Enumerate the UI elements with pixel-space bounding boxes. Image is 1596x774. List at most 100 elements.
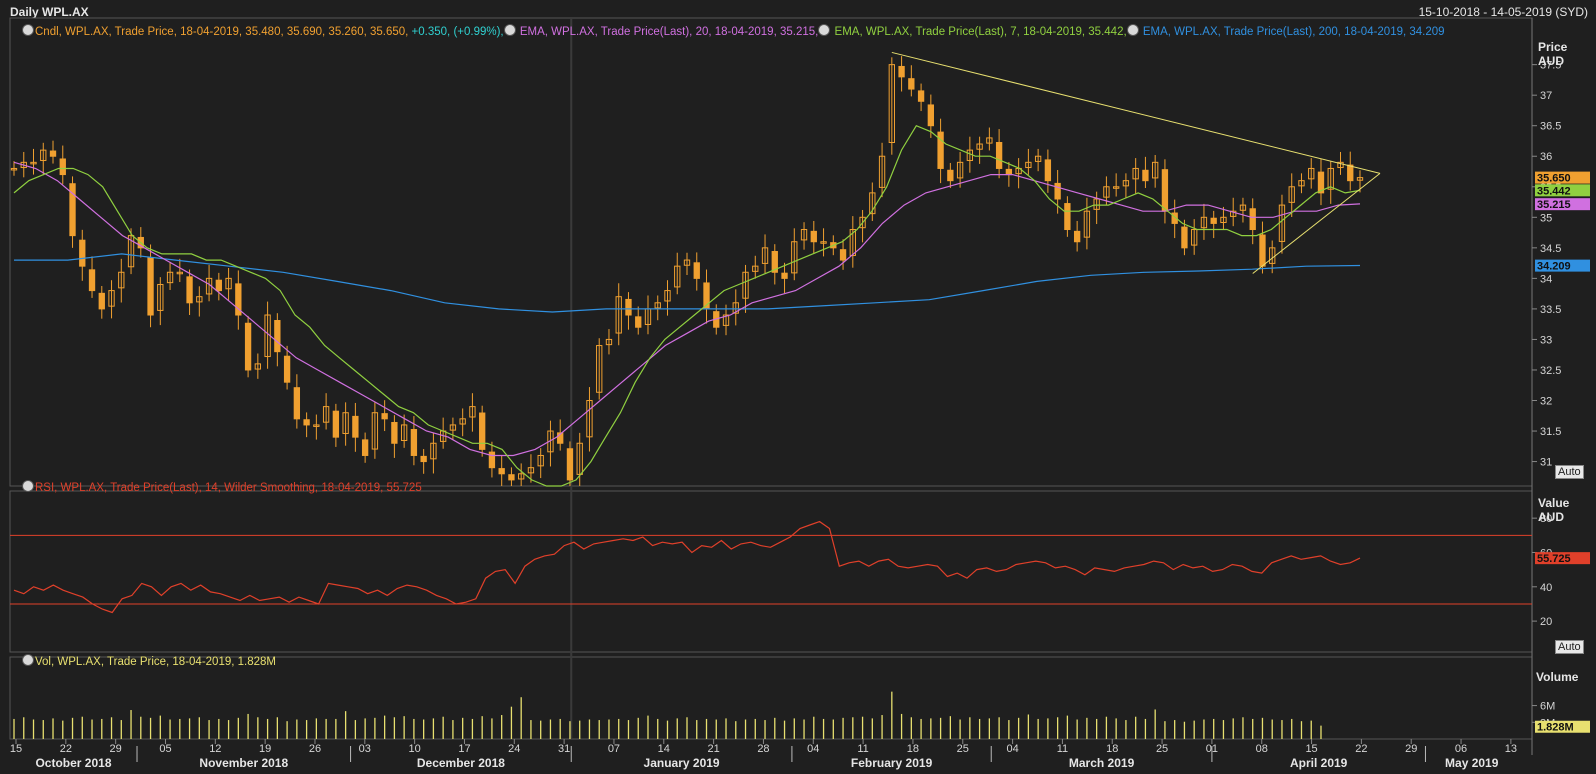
- candle-body: [108, 290, 115, 307]
- candle-body: [1132, 167, 1139, 180]
- x-tick-label: 22: [1355, 743, 1367, 755]
- rsi-auto-button[interactable]: Auto: [1555, 640, 1584, 654]
- candle-body: [322, 406, 330, 423]
- candle-body: [1161, 169, 1169, 212]
- x-tick-label: 08: [1256, 743, 1268, 755]
- candle-body: [839, 249, 847, 261]
- candle-body: [176, 271, 183, 275]
- trendline-upper: [891, 51, 1381, 174]
- price-pane: [9, 17, 1533, 487]
- candle-body: [791, 241, 798, 274]
- candle-body: [1171, 212, 1178, 224]
- candle-body: [752, 265, 759, 272]
- candle-body: [849, 229, 856, 256]
- candle-body: [820, 241, 827, 244]
- date-range: 15-10-2018 - 14-05-2019 (SYD): [1418, 5, 1588, 19]
- legend-toggle-icon[interactable]: [22, 24, 34, 36]
- candle-body: [381, 413, 388, 420]
- candle-body: [98, 292, 105, 310]
- candle-body: [859, 216, 866, 229]
- x-tick-label: 24: [508, 743, 520, 755]
- candle-body: [781, 272, 788, 279]
- candle-body: [1249, 208, 1256, 231]
- price-value-tag-text: 35.215: [1537, 199, 1571, 211]
- candle-body: [508, 474, 515, 481]
- candle-body: [1239, 204, 1247, 211]
- candle-body: [1210, 217, 1217, 224]
- price-tick-label: 33.5: [1540, 304, 1561, 316]
- candle-body: [469, 406, 476, 418]
- month-label: February 2019: [851, 756, 933, 770]
- x-tick-label: 11: [857, 743, 868, 755]
- x-tick-label: 11: [1057, 743, 1068, 755]
- x-tick-label: 05: [159, 743, 171, 755]
- legend-toggle-icon[interactable]: [22, 654, 34, 666]
- rsi-tick-label: 20: [1540, 616, 1552, 628]
- candle-body: [430, 442, 437, 460]
- candle-body: [1073, 230, 1081, 243]
- legend-ema200: EMA, WPL.AX, Trade Price(Last), 200, 18-…: [1139, 26, 1445, 38]
- x-tick-label: 15: [1305, 743, 1317, 755]
- x-tick-label: 29: [1405, 743, 1417, 755]
- candle-body: [537, 454, 544, 467]
- legend-toggle-icon[interactable]: [1126, 24, 1139, 36]
- candle-body: [147, 257, 154, 316]
- candle-body: [40, 149, 47, 162]
- candle-body: [898, 65, 905, 78]
- candle-body: [1181, 226, 1188, 249]
- legend-toggle-icon[interactable]: [22, 480, 34, 492]
- candle-body: [800, 229, 808, 241]
- candle-body: [1200, 216, 1208, 229]
- candle-body: [361, 439, 369, 456]
- month-label: November 2018: [199, 756, 288, 770]
- legend-rsi: RSI, WPL.AX, Trade Price(Last), 14, Wild…: [35, 482, 422, 494]
- candle-body: [1103, 186, 1110, 198]
- candle-body: [342, 412, 349, 434]
- candle-body: [244, 322, 252, 371]
- candle-body: [1005, 168, 1013, 176]
- candle-body: [498, 468, 505, 475]
- legend-toggle-icon[interactable]: [503, 24, 516, 36]
- candle-body: [576, 442, 583, 475]
- candle-body: [479, 412, 486, 450]
- candle-body: [1288, 186, 1295, 203]
- candle-body: [118, 271, 125, 289]
- x-tick-label: 04: [807, 743, 819, 755]
- candle-body: [986, 137, 993, 144]
- price-auto-button[interactable]: Auto: [1555, 465, 1584, 479]
- price-value-tag: [1535, 259, 1590, 272]
- candle-body: [742, 271, 749, 299]
- price-tick-label: 31: [1540, 457, 1552, 469]
- x-tick-label: 15: [10, 743, 22, 755]
- candle-body: [235, 283, 242, 316]
- candle-body: [1122, 180, 1130, 187]
- legend-toggle-icon[interactable]: [818, 24, 831, 36]
- candle-body: [547, 430, 554, 453]
- candle-body: [1142, 169, 1149, 182]
- volume-tick-label: 6M: [1540, 701, 1555, 713]
- rsi-tick-label: 40: [1540, 582, 1552, 594]
- legend-ema7: EMA, WPL.AX, Trade Price(Last), 7, 18-04…: [831, 26, 1127, 38]
- candle-body: [157, 283, 164, 311]
- legend-cndl: Cndl, WPL.AX, Trade Price, 18-04-2019, 3…: [35, 26, 409, 38]
- price-axis-title-line2: AUD: [1538, 54, 1564, 68]
- price-value-tag: [1535, 171, 1590, 184]
- x-tick-label: 28: [757, 743, 769, 755]
- candle-body: [625, 298, 632, 316]
- candle-body: [1093, 198, 1100, 210]
- candle-body: [400, 424, 408, 442]
- candle-body: [274, 320, 281, 353]
- month-label: April 2019: [1290, 756, 1348, 770]
- price-value-tag-text: 34.209: [1537, 261, 1571, 273]
- candle-body: [283, 355, 291, 383]
- price-value-tag: [1535, 184, 1590, 197]
- month-label: October 2018: [35, 756, 111, 770]
- volume-value-tag-text: 1.828M: [1537, 722, 1574, 734]
- candle-body: [1191, 229, 1198, 246]
- price-tick-label: 35: [1540, 212, 1552, 224]
- candle-body: [332, 410, 340, 438]
- price-value-tag: [1535, 198, 1590, 211]
- month-label: December 2018: [417, 756, 505, 770]
- candle-body: [1064, 203, 1071, 231]
- candle-body: [995, 142, 1003, 169]
